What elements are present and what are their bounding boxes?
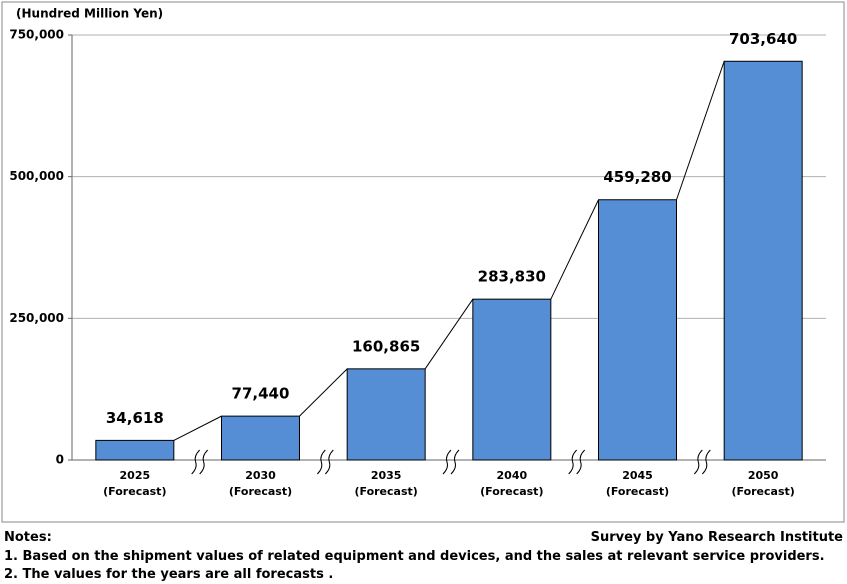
y-tick-label: 750,000 — [9, 28, 64, 42]
y-tick-label: 0 — [56, 453, 64, 467]
source: Survey by Yano Research Institute — [590, 530, 843, 545]
bar — [723, 60, 803, 461]
bar — [95, 439, 175, 461]
value-label: 459,280 — [603, 168, 671, 186]
x-tick-label: 2025 (Forecast) — [103, 469, 167, 498]
axis-break — [693, 449, 711, 475]
bar — [221, 415, 300, 461]
axis-break — [442, 449, 460, 475]
y-tick-label: 250,000 — [9, 311, 64, 325]
y-axis-label: (Hundred Million Yen) — [16, 7, 163, 21]
x-tick-label: 2050 (Forecast) — [731, 469, 795, 498]
bar — [346, 368, 426, 461]
value-label: 160,865 — [352, 337, 420, 355]
chart-frame — [1, 1, 845, 523]
x-tick-label: 2040 (Forecast) — [480, 469, 544, 498]
bar — [598, 199, 677, 461]
value-label: 77,440 — [232, 385, 290, 403]
notes-heading: Notes: — [4, 530, 52, 545]
connector-line — [676, 61, 725, 200]
connector-line — [550, 199, 599, 300]
note-line: 2. The values for the years are all fore… — [4, 567, 334, 582]
connector-line — [173, 415, 222, 441]
axis-break — [191, 449, 209, 475]
bar — [472, 298, 552, 461]
note-line: 1. Based on the shipment values of relat… — [4, 549, 825, 564]
value-label: 703,640 — [729, 30, 797, 48]
value-label: 34,618 — [106, 409, 164, 427]
axis-break — [568, 449, 586, 475]
connector-line — [424, 298, 474, 370]
x-tick-label: 2035 (Forecast) — [354, 469, 418, 498]
axis-break — [316, 449, 334, 475]
value-label: 283,830 — [478, 268, 546, 286]
x-tick-label: 2045 (Forecast) — [605, 469, 670, 498]
y-tick-label: 500,000 — [9, 169, 64, 183]
x-tick-label: 2030 (Forecast) — [228, 469, 293, 498]
connector-line — [299, 368, 348, 417]
